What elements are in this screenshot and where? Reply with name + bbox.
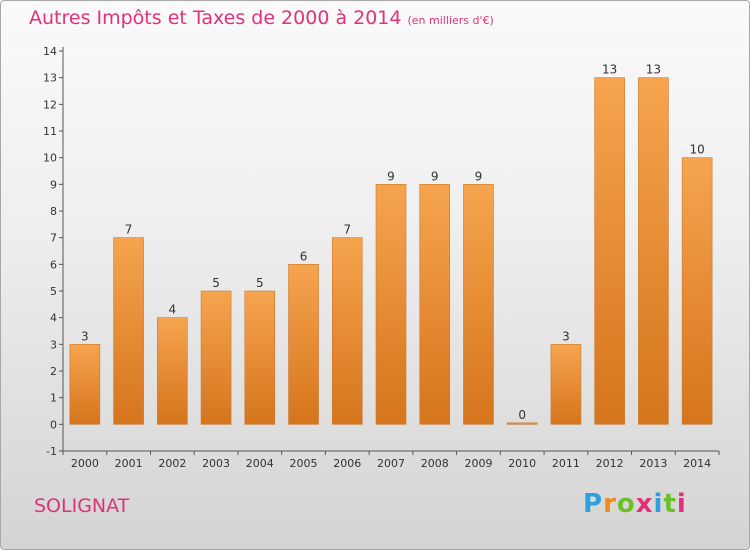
y-tick-label: 13 (43, 72, 57, 85)
bar (288, 264, 319, 425)
x-tick-label: 2009 (464, 457, 492, 470)
bar (681, 157, 713, 425)
y-tick-label: 7 (50, 232, 57, 245)
data-label: 3 (81, 329, 89, 343)
data-label: 9 (431, 169, 439, 183)
x-tick-label: 2000 (71, 457, 99, 470)
data-label: 5 (256, 276, 264, 290)
y-tick-label: 9 (50, 178, 57, 191)
data-label: 7 (343, 223, 351, 237)
bar (638, 77, 669, 425)
y-tick-label: 2 (50, 365, 57, 378)
data-label: 13 (646, 63, 661, 77)
chart-title-block: Autres Impôts et Taxes de 2000 à 2014 (en… (29, 7, 494, 29)
logo-letter: o (616, 489, 636, 519)
logo-letter: P (583, 489, 604, 519)
y-tick-label: 11 (43, 125, 57, 138)
x-tick-label: 2012 (596, 457, 624, 470)
x-tick-label: 2011 (552, 457, 580, 470)
x-tick-label: 2005 (290, 457, 318, 470)
data-label: 6 (300, 249, 308, 263)
data-label: 9 (387, 169, 395, 183)
bar (69, 344, 101, 425)
y-tick-label: -1 (46, 445, 57, 458)
logo-letter: x (635, 489, 654, 519)
proxiti-logo: Proxiti (583, 489, 687, 519)
y-tick-label: 4 (50, 312, 57, 325)
x-tick-label: 2008 (421, 457, 449, 470)
logo-letter: i (653, 489, 664, 519)
y-tick-label: 0 (50, 418, 57, 431)
bar-layer (69, 77, 713, 425)
data-label: 4 (169, 303, 177, 317)
bar (419, 184, 451, 425)
bar (550, 344, 582, 425)
x-tick-label: 2002 (158, 457, 186, 470)
bar (200, 290, 232, 425)
logo-letter: r (603, 489, 617, 519)
bar (331, 237, 363, 425)
x-tick-label: 2001 (115, 457, 143, 470)
chart-title: Autres Impôts et Taxes de 2000 à 2014 (29, 7, 402, 29)
bar (375, 184, 407, 425)
data-label: 13 (602, 63, 617, 77)
x-tick-label: 2006 (333, 457, 361, 470)
bar (113, 237, 144, 425)
data-label: 0 (518, 408, 526, 422)
y-tick-label: 14 (43, 45, 57, 58)
x-tick-label: 2013 (639, 457, 667, 470)
bar (594, 77, 625, 425)
x-tick-label: 2010 (508, 457, 536, 470)
data-label-layer: 3 7 4 5 5 6 7 9 9 9 0 3 13 13 10 (81, 63, 705, 422)
y-tick-label: 12 (43, 98, 57, 111)
bar (506, 422, 538, 425)
data-label: 7 (125, 223, 133, 237)
data-label: 3 (562, 329, 570, 343)
chart-subtitle: (en milliers d'€) (407, 14, 494, 27)
x-tick-label: 2007 (377, 457, 405, 470)
data-label: 10 (689, 143, 704, 157)
x-tick-label: 2004 (246, 457, 274, 470)
y-tick-label: 8 (50, 205, 57, 218)
x-tick-label: 2014 (683, 457, 711, 470)
logo-letter: i (676, 489, 687, 519)
commune-name: SOLIGNAT (34, 495, 130, 517)
y-tick-label: 6 (50, 258, 57, 271)
bar (157, 317, 188, 425)
y-tick-label: 1 (50, 392, 57, 405)
bar (244, 290, 276, 425)
data-label: 5 (212, 276, 220, 290)
bar (463, 184, 494, 425)
y-tick-label: 3 (50, 338, 57, 351)
data-label: 9 (475, 169, 483, 183)
y-tick-label: 5 (50, 285, 57, 298)
y-tick-label: 10 (43, 152, 57, 165)
x-tick-label: 2003 (202, 457, 230, 470)
logo-letter: t (663, 489, 677, 519)
